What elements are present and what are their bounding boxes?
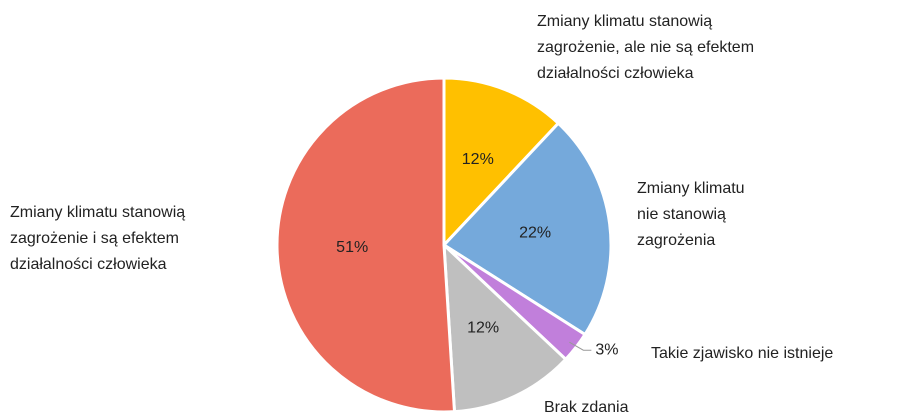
pie-slice — [275, 76, 457, 414]
pie-slice — [441, 121, 613, 337]
category-label: Zmiany klimatu stanowią zagrożenie, ale … — [537, 13, 755, 82]
value-label: 22% — [519, 225, 551, 242]
value-label: 12% — [462, 151, 494, 168]
pie-slice — [442, 241, 568, 414]
pie-slice — [442, 76, 561, 249]
value-label: 3% — [595, 341, 618, 358]
category-label: Brak zdania — [544, 399, 629, 416]
category-label: Zmiany klimatu stanowią zagrożenie i są … — [10, 204, 186, 273]
category-label: Takie zjawisko nie istnieje — [651, 345, 834, 362]
category-label: Zmiany klimatu nie stanowią zagrożenia — [637, 180, 745, 249]
value-label: 51% — [336, 239, 368, 256]
value-label: 12% — [467, 319, 499, 336]
leader-line — [569, 341, 592, 351]
